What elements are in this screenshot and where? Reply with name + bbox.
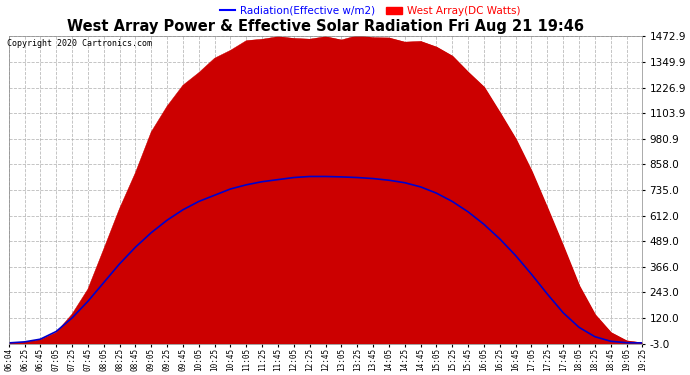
Title: West Array Power & Effective Solar Radiation Fri Aug 21 19:46: West Array Power & Effective Solar Radia… — [67, 19, 584, 34]
Legend: Radiation(Effective w/m2), West Array(DC Watts): Radiation(Effective w/m2), West Array(DC… — [215, 2, 524, 20]
Text: Copyright 2020 Cartronics.com: Copyright 2020 Cartronics.com — [7, 39, 152, 48]
